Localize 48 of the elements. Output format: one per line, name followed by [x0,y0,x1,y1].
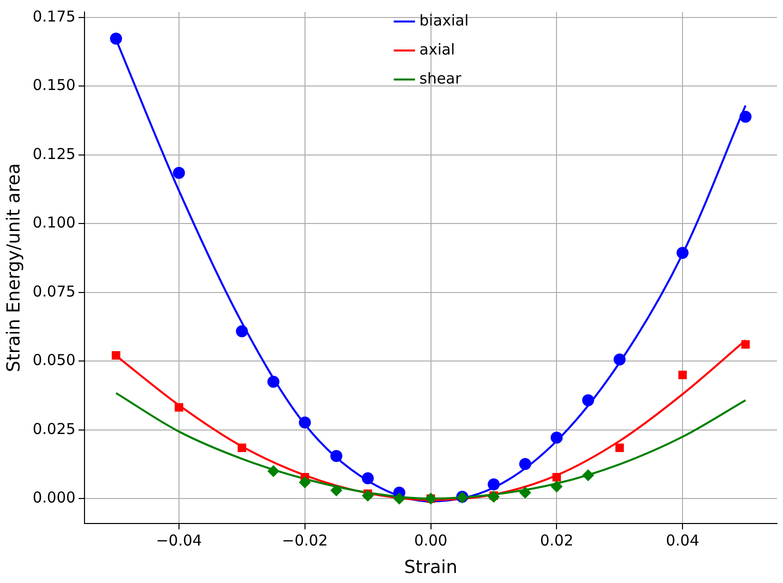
point [172,166,185,179]
point [552,472,561,482]
point [550,432,563,444]
y-axis-title: Strain Energy/unit area [3,163,24,372]
y-tick-label: 0.050 [32,351,76,370]
legend-label: biaxial [419,11,469,30]
point [238,444,246,452]
point [267,465,280,478]
point [330,450,342,462]
legend-label: axial [419,40,455,58]
point [236,325,248,338]
point [362,472,374,484]
point [298,476,311,488]
x-axis-title: Strain [404,556,458,578]
point [488,490,500,503]
point [740,110,752,123]
point [582,394,594,406]
point [174,403,184,412]
point [488,478,500,490]
point [110,32,122,45]
y-tick-label: 0.025 [32,420,76,438]
y-tick-label: 0.125 [32,144,76,163]
point [550,480,563,493]
point [112,351,120,360]
y-tick-label: 0.075 [32,282,76,300]
point [741,340,750,349]
x-tick-label: −0.02 [282,531,328,550]
point [582,469,594,482]
y-tick-label: 0.175 [32,7,76,26]
point [330,484,342,496]
point [615,444,624,452]
point [267,376,280,388]
point [298,416,311,428]
point [678,370,687,380]
y-tick-label: 0.150 [32,76,76,94]
x-tick-label: −0.04 [156,531,202,550]
y-tick-label: 0.000 [32,488,76,507]
point [519,458,532,470]
point [614,354,626,366]
point [393,492,406,505]
x-tick-label: 0.02 [540,531,574,550]
x-tick-label: 0.00 [414,531,448,550]
y-tick-label: 0.100 [32,214,76,232]
legend-label: shear [419,69,462,88]
x-tick-label: 0.04 [666,531,700,550]
point [519,486,532,499]
point [362,490,374,502]
point [676,246,689,259]
